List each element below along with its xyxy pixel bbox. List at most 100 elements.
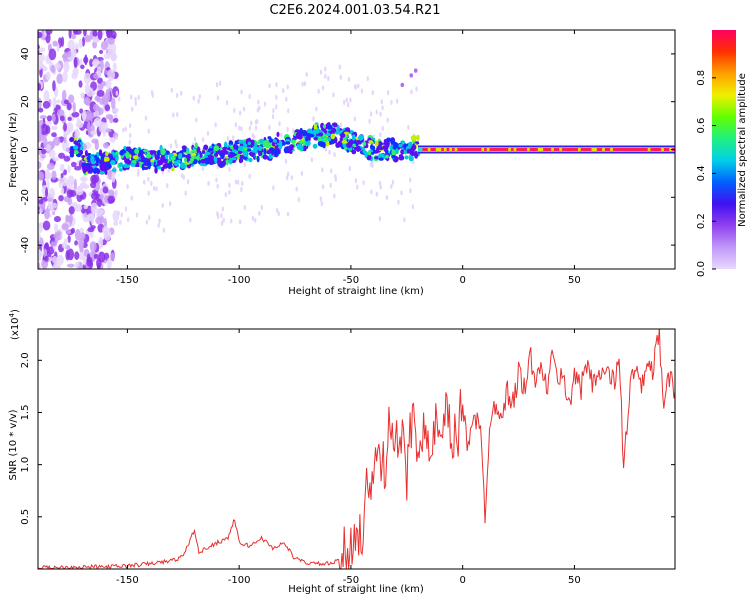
heatmap-cell [99,171,105,175]
heatmap-cell [100,165,106,169]
snr-x-ticks: -150 -100 -50 0 50 [116,329,581,586]
heatmap-cell [527,148,531,151]
heatmap-cell [83,216,91,223]
heatmap-cell [176,159,182,163]
heatmap-cell [327,136,331,142]
heatmap-cell [47,201,52,210]
heatmap-cell [60,186,65,196]
heatmap-cell [317,141,324,147]
heatmap-cell [145,219,149,225]
heatmap-cell [209,155,214,160]
colorbar-tick-label: 0.2 [696,213,707,229]
heatmap-cell [379,184,382,190]
heatmap-cell [356,184,359,190]
heatmap-cell [214,122,217,128]
heatmap-cell [101,80,107,87]
heatmap-cell [296,143,303,150]
heatmap-cell [84,83,90,95]
heatmap-cell [336,124,340,132]
heatmap-cell [201,166,204,172]
heatmap-cell [406,148,411,154]
heatmap-cell [38,31,43,39]
heatmap-cell [118,96,121,102]
heatmap-cell [346,142,353,149]
heatmap-cell [238,219,242,225]
heatmap-cell [85,167,90,172]
heatmap-cell [334,174,337,180]
heatmap-cell [78,38,83,49]
heatmap-cell [120,212,123,218]
heatmap-cell [48,149,56,159]
heatmap-cell [60,36,65,47]
heatmap-cell [182,165,187,169]
heatmap-cell [58,152,66,159]
heatmap-cell [110,160,116,165]
heatmap-cell [73,56,78,69]
heatmap-cell [115,135,118,141]
heatmap-cell [325,132,331,137]
heatmap-cell [391,154,396,159]
heatmap-cell [62,70,68,83]
heatmap-cell [355,140,361,145]
heatmap-cell [63,238,69,243]
heatmap-cell [400,149,405,155]
heatmap-cell [53,215,61,223]
heatmap-cell [228,182,231,188]
heatmap-cell [580,148,584,151]
heatmap-cell [351,149,357,155]
heatmap-cell [346,102,350,108]
heatmap-cell [51,140,55,149]
y-tick-label: 1.5 [20,405,31,421]
heatmap-cell [532,148,536,151]
heatmap-cell [52,156,59,162]
heatmap-cell [44,208,50,220]
heatmap-cell [105,79,112,90]
heatmap-cell [81,36,86,47]
heatmap-cell [443,148,447,151]
heatmap-cell [575,148,579,151]
heatmap-cell [268,125,271,131]
heatmap-cell [465,148,469,151]
x-tick-label: -100 [228,275,251,286]
heatmap-cell [207,148,214,152]
heatmap-cell [61,241,68,249]
heatmap-cell [53,136,61,146]
heatmap-cell [277,211,280,217]
heatmap-cell [96,65,102,77]
heatmap-cell [215,82,219,88]
heatmap-cell [107,69,116,81]
heatmap-cell [378,157,384,161]
heatmap-cell [386,117,389,123]
heatmap-cell [111,171,116,183]
heatmap-cell [586,148,590,151]
heatmap-cell [118,162,124,168]
heatmap-cell [303,81,307,87]
heatmap-cell [38,52,45,63]
heatmap-cell [105,30,113,37]
heatmap-cell [107,195,116,204]
heatmap-cell [398,143,403,148]
snr-plot: -150 -100 -50 0 50 0.5 1.0 1.5 2.0 Height of st… [8,309,676,595]
heatmap-cell [449,148,453,151]
heatmap-cell [594,148,598,151]
heatmap-cell [206,130,210,136]
heatmap-cell [184,190,187,196]
heatmap-cell [94,117,102,127]
heatmap-cell [433,148,437,151]
heatmap-cell [100,154,105,160]
heatmap-cell [343,131,350,135]
heatmap-cell [286,211,290,217]
heatmap-cell [75,261,80,268]
heatmap-cell [390,99,393,105]
heatmap-cell [295,132,300,140]
heatmap-cell [128,139,131,145]
heatmap-cell [237,150,243,154]
heatmap-cell [322,124,326,129]
heatmap-cell [42,66,48,72]
heatmap-cell [170,87,174,93]
heatmap-cell [175,93,179,99]
heatmap-cell [238,139,244,144]
heatmap-cell [63,99,69,105]
heatmap-cell [639,148,643,151]
heatmap-cell [324,66,327,72]
